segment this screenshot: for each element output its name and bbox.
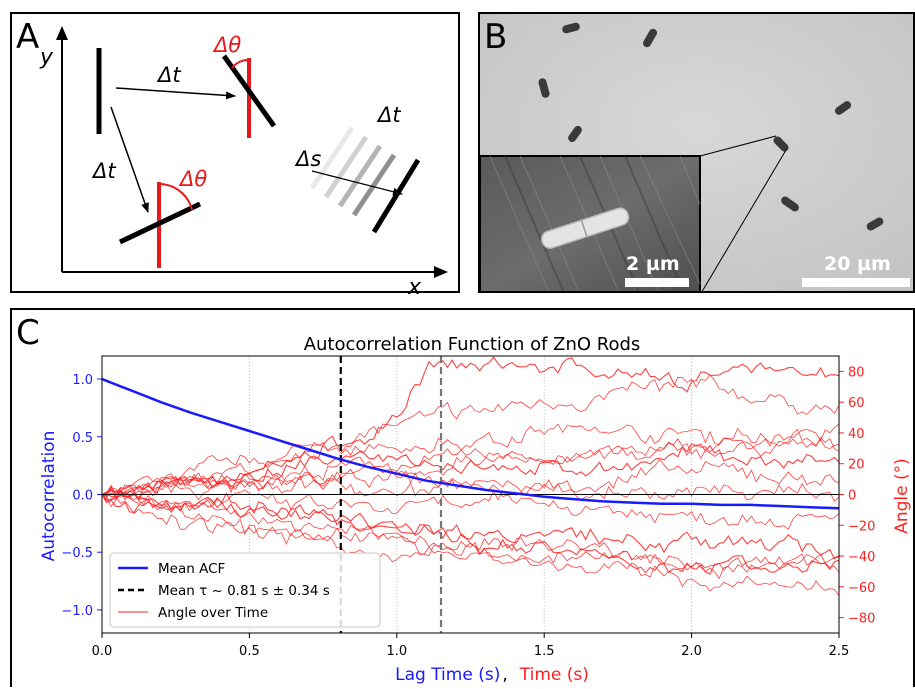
ghost-rod-2 — [323, 135, 369, 199]
y-left-tick-label: −1.0 — [61, 604, 93, 619]
delta-theta-bottom: Δθ — [178, 167, 207, 191]
angle-series-line — [101, 443, 840, 502]
delta-t-translation: Δt — [376, 103, 401, 127]
y-left-label: Autocorrelation — [39, 431, 59, 562]
y-right-tick-label: −20 — [848, 519, 875, 534]
angle-series-line — [101, 492, 840, 575]
legend-entry-tau: Mean τ ~ 0.81 s ± 0.34 s — [158, 583, 330, 599]
axis-layer: 0.0 0.5 1.0 1.5 2.0 2.5 −1.0 −0.5 0.0 0.5 1.0 −80 −6… — [61, 355, 875, 659]
x-tick-label: 2.5 — [829, 644, 850, 659]
acf-chart: Autocorrelation Function of ZnO Rods 0.0… — [39, 334, 912, 685]
angle-arc-top — [231, 58, 250, 69]
delta-s-label: Δs — [294, 147, 321, 171]
legend-entry-acf: Mean ACF — [158, 561, 225, 577]
x-tick-label: 1.0 — [386, 644, 407, 659]
y-right-tick-label: 40 — [848, 427, 865, 442]
x-tick-label: 0.0 — [92, 644, 113, 659]
plot-frame — [101, 355, 840, 634]
x-axis-label: x — [407, 275, 422, 300]
sem-inset: 2 µm — [480, 155, 701, 291]
angle-series-line — [101, 490, 840, 560]
inset-scalebar-label: 2 µm — [626, 253, 680, 275]
inset-scalebar — [625, 278, 689, 287]
x-tick-label: 1.5 — [534, 644, 555, 659]
final-rod — [371, 158, 421, 234]
time-arrow-right — [115, 87, 236, 100]
x-label-time: Time (s) — [519, 665, 589, 685]
zoom-line-top — [699, 135, 777, 157]
y-right-tick-label: 60 — [848, 396, 865, 411]
angle-series-line — [101, 374, 840, 497]
legend-entry-angle: Angle over Time — [158, 605, 268, 621]
time-arrow-down — [110, 106, 149, 213]
legend: Mean ACF Mean τ ~ 0.81 s ± 0.34 s Angle … — [109, 552, 381, 628]
angle-series-line — [101, 490, 840, 597]
x-label-sep: , — [502, 665, 507, 685]
x-label-lag: Lag Time (s) — [395, 665, 500, 685]
y-right-tick-label: −80 — [848, 612, 875, 627]
rotation-diagram: y x Δθ Δθ Δt Δt Δt Δs — [39, 26, 448, 300]
y-right-tick-label: 20 — [848, 458, 865, 473]
panel-b: 2 µm 20 µm B — [478, 12, 915, 293]
y-left-tick-label: 1.0 — [72, 373, 93, 388]
panel-label-b: B — [484, 17, 508, 57]
panel-label-a: A — [16, 17, 40, 57]
angle-series-line — [101, 423, 840, 501]
zoom-line-bottom — [701, 149, 787, 291]
angle-series-line — [101, 494, 840, 571]
chart-title: Autocorrelation Function of ZnO Rods — [304, 334, 641, 355]
y-right-tick-label: 80 — [848, 365, 865, 380]
panel-a: A y x Δθ Δθ Δt Δt — [10, 12, 460, 300]
y-right-tick-label: −60 — [848, 581, 875, 596]
rotated-rod-bottom — [118, 201, 202, 245]
x-tick-label: 2.0 — [681, 644, 702, 659]
mean-acf-line — [101, 377, 840, 510]
main-scalebar-label: 20 µm — [824, 253, 891, 275]
angle-series-line — [101, 423, 840, 501]
y-left-tick-label: 0.5 — [72, 431, 93, 446]
angle-series-layer — [101, 356, 840, 597]
panel-label-c: C — [16, 313, 40, 353]
micrograph-image: 2 µm 20 µm — [480, 14, 913, 291]
y-right-tick-label: 0 — [848, 489, 856, 504]
zno-rods — [538, 22, 884, 231]
angle-series-line — [102, 436, 840, 497]
y-right-label: Angle (°) — [892, 458, 912, 534]
angle-series-line — [101, 489, 840, 530]
delta-theta-top: Δθ — [212, 33, 241, 57]
translation-arrow — [311, 170, 403, 196]
angle-series-line — [101, 356, 840, 497]
ghost-rod-1 — [309, 126, 355, 190]
main-scalebar — [802, 278, 910, 287]
y-axis-label: y — [39, 45, 54, 70]
y-left-tick-label: 0.0 — [72, 489, 93, 504]
angle-series-line — [101, 472, 840, 502]
delta-t-right: Δt — [156, 63, 181, 87]
x-tick-label: 0.5 — [239, 644, 260, 659]
ghost-rod-3 — [337, 144, 383, 208]
angle-arc-bottom — [158, 183, 193, 211]
y-left-tick-label: −0.5 — [61, 546, 93, 561]
panel-c: C Autocorrelation Function of ZnO Rods 0… — [10, 308, 915, 687]
delta-t-down: Δt — [91, 159, 116, 183]
x-label: Lag Time (s), Time (s) — [395, 665, 589, 685]
y-right-tick-label: −40 — [848, 550, 875, 565]
acf-layer — [101, 356, 840, 633]
ghost-rod-4 — [351, 153, 397, 217]
